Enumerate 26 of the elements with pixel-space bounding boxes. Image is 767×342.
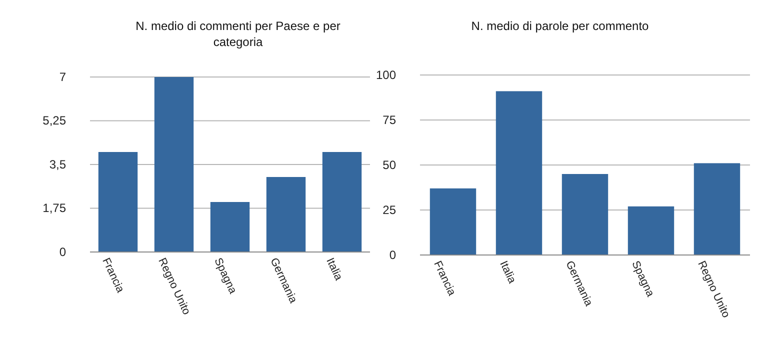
bar (628, 206, 674, 255)
bar (98, 152, 138, 252)
y-tick-label: 50 (382, 158, 396, 172)
y-tick-label: 0 (389, 248, 396, 262)
y-tick-label: 7 (59, 70, 66, 84)
y-tick-label: 1,75 (42, 201, 66, 216)
y-tick-label: 3,5 (49, 157, 66, 172)
bar (562, 174, 608, 255)
chart-title: N. medio di commenti per Paese e per categoria (136, 19, 340, 49)
x-tick-label: Italia (497, 259, 518, 286)
bar (210, 202, 250, 252)
chart-title: N. medio di parole per commento (471, 19, 650, 33)
y-tick-label: 25 (382, 202, 396, 217)
y-tick-label: 100 (376, 68, 396, 82)
bar (266, 177, 306, 252)
y-tick-label: 0 (59, 244, 66, 259)
bar (154, 77, 194, 252)
bar (322, 152, 362, 252)
y-tick-label: 75 (382, 112, 396, 127)
x-tick-label: Italia (324, 256, 345, 284)
bar (430, 188, 476, 255)
bar (496, 91, 542, 255)
x-tick-label: Regno Unito (156, 256, 192, 317)
bar (694, 163, 740, 255)
y-tick-label: 5,25 (42, 114, 66, 128)
x-tick-label: Regno Unito (695, 259, 732, 320)
